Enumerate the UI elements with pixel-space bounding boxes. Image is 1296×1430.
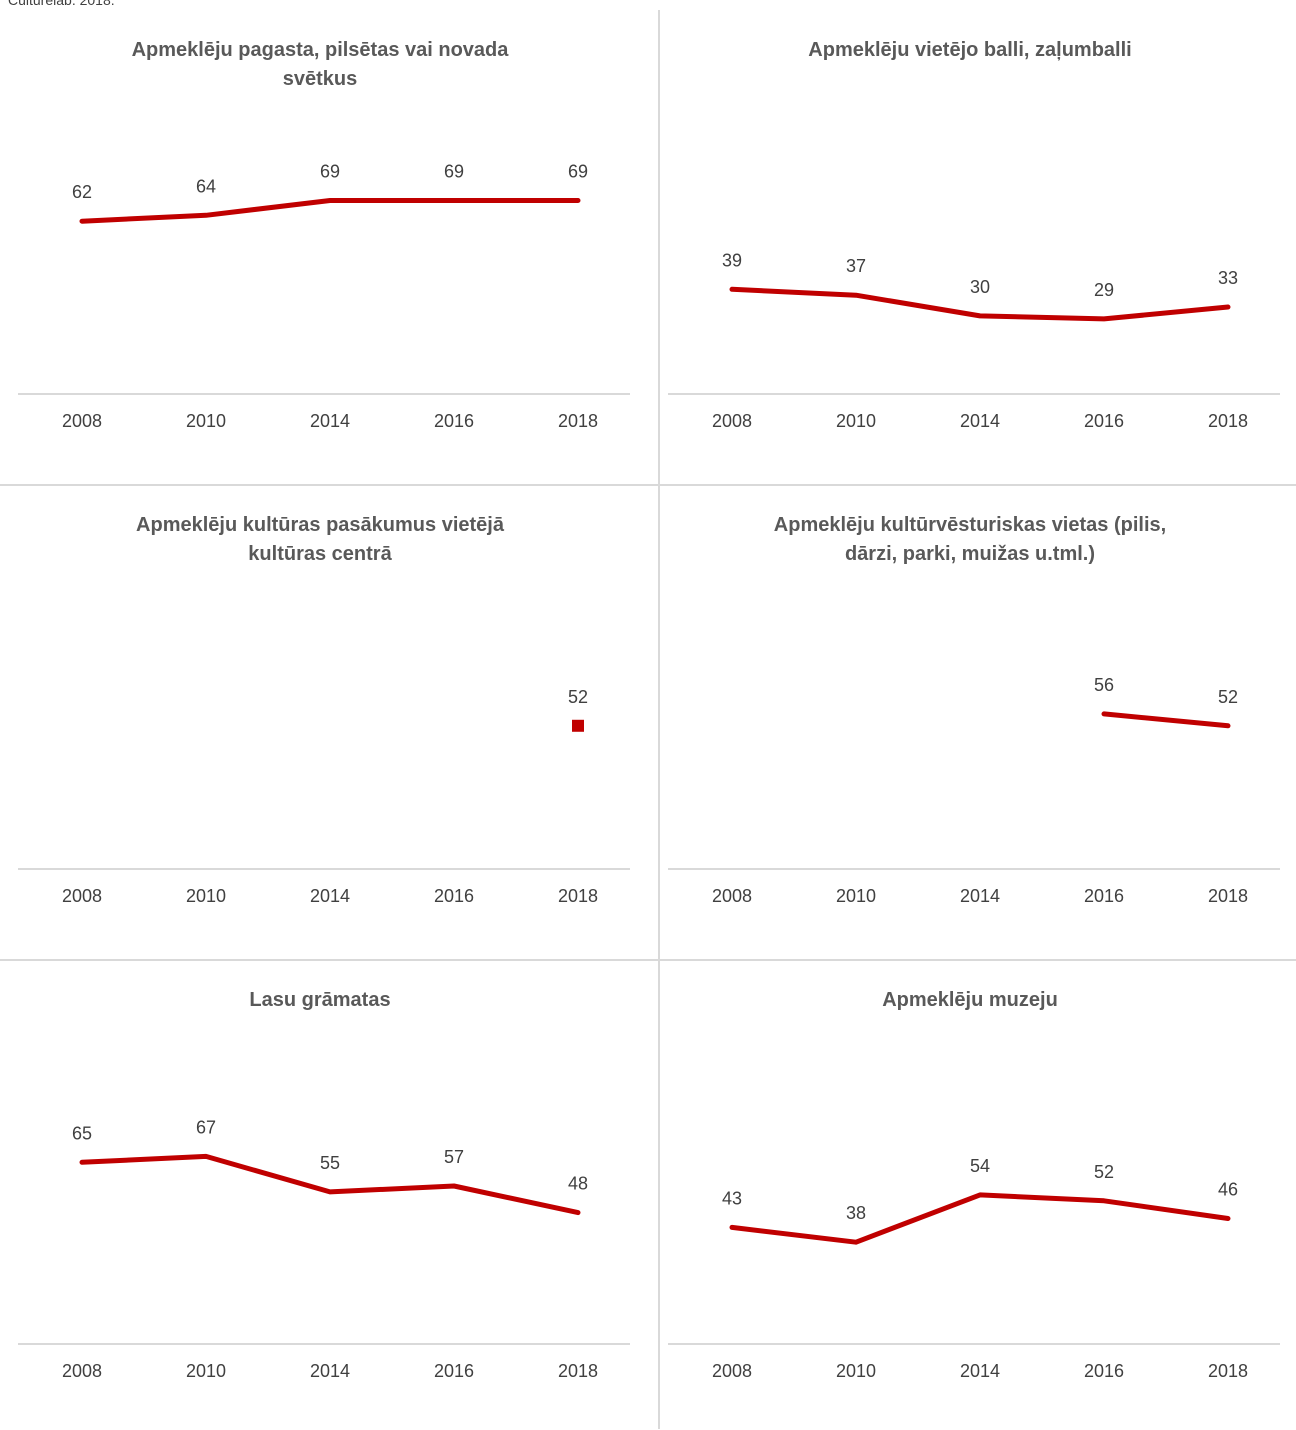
data-label: 55 [320, 1153, 340, 1173]
chart-plot: 2008 2010 2014 2016 2018 56 52 [668, 675, 1280, 906]
chart-panel: 2008 2010 2014 2016 2018 52 Apmeklēju kultūra… [0, 485, 648, 955]
x-tick-label: 2014 [960, 1361, 1000, 1381]
x-tick-label: 2018 [558, 411, 598, 431]
data-label: 46 [1218, 1180, 1238, 1200]
chart-panel: 2008 2010 2014 2016 2018 56 52 Apmeklēju kultū… [650, 485, 1296, 955]
x-tick-label: 2018 [558, 886, 598, 906]
x-tick-label: 2014 [960, 411, 1000, 431]
x-tick-label: 2018 [1208, 411, 1248, 431]
chart-plot: 2008 2010 2014 2016 2018 62 64 69 69 69 [18, 162, 630, 431]
data-label: 39 [722, 250, 742, 270]
chart-plot: 2008 2010 2014 2016 2018 43 38 54 52 46 [668, 1156, 1280, 1381]
x-tick-label: 2018 [558, 1361, 598, 1381]
x-tick-label: 2010 [186, 411, 226, 431]
x-tick-label: 2016 [434, 411, 474, 431]
data-label: 30 [970, 277, 990, 297]
chart-title: Apmeklēju kultūrvēsturiskas vietas (pili… [773, 514, 1167, 565]
x-tick-label: 2014 [960, 886, 1000, 906]
data-label: 62 [72, 182, 92, 202]
series-line [729, 286, 1231, 322]
data-label: 56 [1094, 675, 1114, 695]
x-tick-label: 2014 [310, 411, 350, 431]
data-label: 52 [1094, 1162, 1114, 1182]
chart-title: Apmeklēju vietējo balli, zaļumballi [808, 39, 1132, 61]
x-tick-label: 2014 [310, 886, 350, 906]
horizontal-divider [0, 484, 1296, 486]
data-label: 52 [568, 687, 588, 707]
x-tick-label: 2018 [1208, 1361, 1248, 1381]
series-line [729, 1192, 1231, 1245]
data-label: 38 [846, 1203, 866, 1223]
x-tick-label: 2016 [1084, 1361, 1124, 1381]
x-tick-label: 2008 [712, 1361, 752, 1381]
chart-plot: 2008 2010 2014 2016 2018 39 37 30 29 33 [668, 250, 1280, 431]
chart-title: Apmeklēju muzeju [882, 989, 1058, 1011]
vertical-divider [658, 10, 660, 1429]
data-label: 65 [72, 1123, 92, 1143]
chart-panel: 2008 2010 2014 2016 2018 43 38 54 52 46 Apmeklēju… [650, 960, 1296, 1430]
chart-panel: 2008 2010 2014 2016 2018 65 67 55 57 48 Lasu grām… [0, 960, 648, 1430]
x-tick-label: 2016 [1084, 411, 1124, 431]
x-tick-label: 2016 [434, 886, 474, 906]
x-tick-label: 2008 [62, 1361, 102, 1381]
data-label: 67 [196, 1117, 216, 1137]
data-point-marker [572, 719, 584, 732]
data-label: 69 [444, 162, 464, 182]
x-tick-label: 2010 [186, 886, 226, 906]
x-tick-label: 2008 [62, 411, 102, 431]
data-label: 52 [1218, 687, 1238, 707]
data-label: 69 [320, 162, 340, 182]
x-tick-label: 2016 [434, 1361, 474, 1381]
chart-panel: 2008 2010 2014 2016 2018 62 64 69 69 69 Apmeklēju… [0, 10, 648, 480]
x-tick-label: 2008 [712, 886, 752, 906]
data-label: 37 [846, 256, 866, 276]
x-tick-label: 2010 [836, 1361, 876, 1381]
x-tick-label: 2016 [1084, 886, 1124, 906]
series-line [1101, 711, 1231, 729]
x-tick-label: 2014 [310, 1361, 350, 1381]
x-tick-label: 2010 [186, 1361, 226, 1381]
chart-title: Lasu grāmatas [249, 989, 391, 1011]
chart-plot: 2008 2010 2014 2016 2018 65 67 55 57 48 [18, 1117, 630, 1381]
data-label: 69 [568, 162, 588, 182]
source-note: Culturelab. 2018. [8, 0, 115, 8]
x-tick-label: 2008 [62, 886, 102, 906]
horizontal-divider [0, 959, 1296, 961]
chart-title: Apmeklēju kultūras pasākumus vietējā kul… [136, 514, 504, 565]
data-label: 43 [722, 1188, 742, 1208]
data-label: 29 [1094, 280, 1114, 300]
data-label: 48 [568, 1174, 588, 1194]
x-tick-label: 2008 [712, 411, 752, 431]
data-label: 33 [1218, 268, 1238, 288]
data-label: 64 [196, 176, 216, 196]
data-label: 57 [444, 1147, 464, 1167]
chart-plot: 2008 2010 2014 2016 2018 52 [18, 687, 630, 906]
x-tick-label: 2018 [1208, 886, 1248, 906]
chart-title: Apmeklēju pagasta, pilsētas vai novada s… [131, 39, 509, 90]
series-line [79, 198, 581, 224]
data-label: 54 [970, 1156, 990, 1176]
chart-panel: 2008 2010 2014 2016 2018 39 37 30 29 33 Apmeklēju… [650, 10, 1296, 480]
series-line [79, 1153, 581, 1216]
x-tick-label: 2010 [836, 886, 876, 906]
x-tick-label: 2010 [836, 411, 876, 431]
